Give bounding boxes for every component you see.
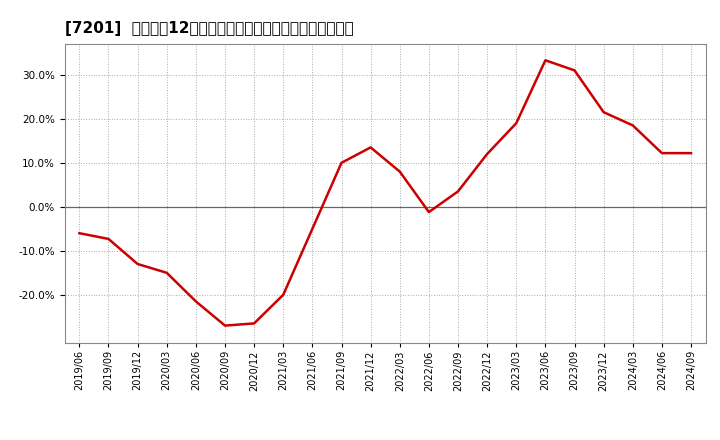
Text: [7201]  売上高の12か月移動合計の対前年同期増減率の推移: [7201] 売上高の12か月移動合計の対前年同期増減率の推移 (65, 21, 354, 36)
